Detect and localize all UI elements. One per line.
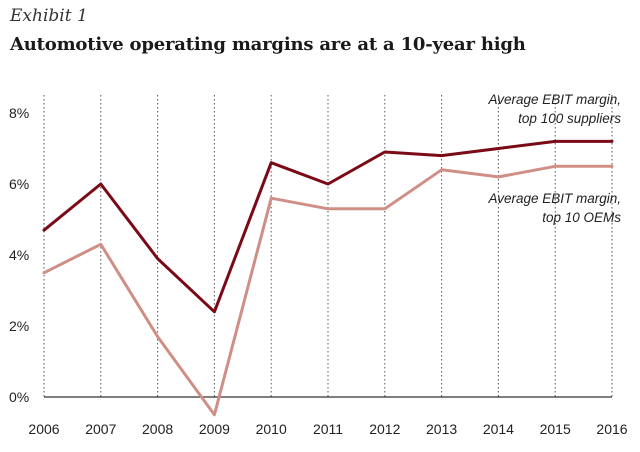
series-label-oems: Average EBIT margin, [487,191,621,206]
series-label-suppliers: Average EBIT margin, [487,92,621,107]
series-labels: Average EBIT margin, top 100 suppliers Ave… [487,92,621,225]
x-tick-label: 2014 [483,421,514,437]
x-tick-label: 2007 [85,421,116,437]
x-tick-label: 2008 [142,421,173,437]
series-label-suppliers: top 100 suppliers [518,111,621,126]
x-tick-label: 2009 [199,421,230,437]
x-tick-label: 2016 [596,421,627,437]
x-tick-label: 2013 [426,421,457,437]
grid-lines [43,95,613,397]
series-label-oems: top 10 OEMs [542,210,621,225]
x-tick-label: 2006 [28,421,59,437]
x-axis-ticks: 2006 2007 2008 2009 2010 2011 2012 2013 2014 2015… [28,421,627,437]
series-line-suppliers [42,139,614,314]
y-tick-label: 8% [9,105,29,121]
y-tick-label: 4% [9,247,29,263]
y-tick-label: 0% [9,389,29,405]
x-tick-label: 2010 [256,421,287,437]
exhibit-label: Exhibit 1 [10,6,88,26]
x-tick-label: 2012 [369,421,400,437]
chart-title: Automotive operating margins are at a 10… [10,34,526,55]
y-axis-ticks: 0% 2% 4% 6% 8% [9,105,29,405]
x-tick-label: 2011 [313,421,343,437]
series-line-oems [42,164,614,417]
x-tick-label: 2015 [540,421,571,437]
y-tick-label: 6% [9,176,29,192]
y-tick-label: 2% [9,318,29,334]
series-lines [42,139,614,417]
